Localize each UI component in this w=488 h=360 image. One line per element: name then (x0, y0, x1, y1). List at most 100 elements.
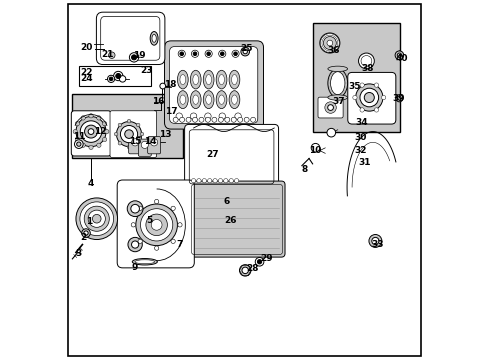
Circle shape (84, 125, 97, 138)
Text: 5: 5 (146, 216, 152, 225)
Text: 22: 22 (81, 68, 93, 77)
Circle shape (206, 52, 210, 55)
Ellipse shape (203, 91, 214, 109)
Circle shape (141, 141, 148, 148)
Bar (104, 20, 157, 57)
Text: 30: 30 (354, 133, 366, 142)
Circle shape (220, 52, 224, 55)
Text: 40: 40 (394, 54, 407, 63)
Text: 9: 9 (132, 264, 138, 273)
Circle shape (138, 206, 142, 211)
Circle shape (73, 130, 77, 134)
Circle shape (202, 179, 206, 183)
Circle shape (323, 37, 336, 49)
Circle shape (89, 145, 93, 149)
Text: 2: 2 (80, 233, 86, 242)
Circle shape (97, 143, 101, 147)
Circle shape (107, 75, 115, 82)
Text: 16: 16 (152, 96, 164, 105)
Circle shape (102, 137, 106, 141)
Circle shape (212, 179, 217, 183)
FancyBboxPatch shape (347, 72, 395, 124)
Circle shape (324, 102, 336, 113)
FancyBboxPatch shape (169, 46, 257, 123)
Text: 12: 12 (94, 127, 106, 136)
Text: 6: 6 (223, 197, 229, 206)
Circle shape (136, 204, 177, 246)
Circle shape (191, 179, 195, 183)
Circle shape (140, 209, 172, 241)
Circle shape (234, 179, 238, 183)
Text: 17: 17 (164, 107, 177, 116)
Circle shape (241, 47, 249, 56)
Text: 21: 21 (101, 50, 114, 59)
Circle shape (173, 117, 178, 122)
FancyBboxPatch shape (117, 180, 194, 268)
Circle shape (80, 202, 113, 235)
FancyBboxPatch shape (188, 181, 285, 257)
Circle shape (255, 257, 264, 266)
Text: 18: 18 (164, 80, 177, 89)
Circle shape (151, 220, 162, 230)
Circle shape (131, 223, 135, 227)
Text: 34: 34 (354, 118, 367, 127)
Circle shape (373, 83, 378, 87)
Circle shape (239, 265, 250, 276)
Circle shape (368, 234, 381, 247)
Circle shape (120, 126, 137, 143)
Text: 26: 26 (224, 216, 237, 225)
Ellipse shape (216, 91, 226, 109)
Circle shape (108, 52, 115, 58)
Circle shape (88, 210, 105, 227)
Text: 15: 15 (129, 138, 141, 147)
Circle shape (104, 130, 109, 134)
Circle shape (218, 179, 222, 183)
Circle shape (92, 215, 101, 223)
Circle shape (196, 179, 201, 183)
Ellipse shape (228, 70, 239, 89)
Circle shape (352, 95, 356, 100)
Circle shape (359, 88, 378, 107)
Ellipse shape (203, 70, 214, 89)
FancyBboxPatch shape (317, 97, 343, 118)
Text: 1: 1 (86, 217, 93, 226)
Ellipse shape (218, 95, 224, 104)
Circle shape (223, 179, 227, 183)
Text: 38: 38 (361, 64, 373, 73)
Circle shape (326, 129, 335, 137)
Bar (312, 23, 400, 132)
Circle shape (171, 206, 175, 211)
Circle shape (228, 179, 233, 183)
Circle shape (145, 214, 167, 235)
Text: 28: 28 (245, 265, 258, 274)
Circle shape (205, 117, 210, 122)
Ellipse shape (216, 70, 226, 89)
Circle shape (178, 50, 185, 57)
Circle shape (128, 237, 142, 252)
Circle shape (242, 267, 248, 274)
Text: 29: 29 (260, 255, 272, 264)
Circle shape (193, 52, 196, 55)
Text: 27: 27 (205, 150, 218, 159)
Ellipse shape (127, 145, 131, 149)
Ellipse shape (180, 95, 185, 104)
Circle shape (192, 117, 197, 122)
Ellipse shape (231, 75, 237, 85)
FancyBboxPatch shape (71, 111, 111, 156)
Ellipse shape (192, 95, 198, 104)
FancyBboxPatch shape (128, 136, 142, 154)
Text: 20: 20 (81, 43, 93, 52)
Text: 14: 14 (144, 138, 157, 147)
Ellipse shape (192, 75, 198, 85)
Circle shape (257, 260, 261, 264)
Circle shape (359, 108, 364, 112)
Circle shape (233, 52, 237, 55)
Circle shape (75, 137, 80, 141)
Circle shape (113, 71, 122, 81)
Circle shape (150, 139, 158, 146)
Circle shape (171, 239, 175, 243)
Circle shape (154, 199, 159, 204)
Text: 33: 33 (370, 240, 383, 249)
Circle shape (237, 117, 242, 122)
Circle shape (179, 117, 184, 122)
